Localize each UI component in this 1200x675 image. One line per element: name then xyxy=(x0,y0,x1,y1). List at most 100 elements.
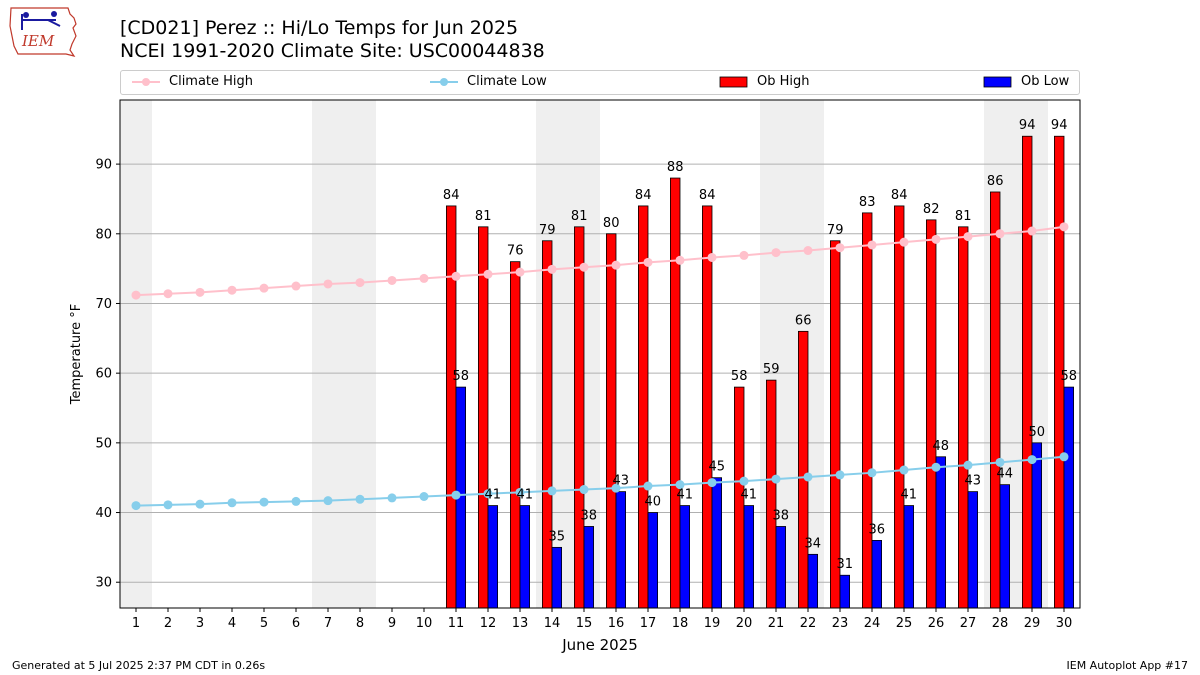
ob-low-bar xyxy=(871,540,883,609)
climate-high-point xyxy=(547,264,557,274)
ob-high-label: 86 xyxy=(987,174,1004,189)
ob-low-label: 41 xyxy=(517,488,534,503)
climate-low-point xyxy=(291,496,301,506)
ob-high-label: 84 xyxy=(891,188,908,203)
climate-high-swatch xyxy=(132,77,160,86)
legend-label-climate-low: Climate Low xyxy=(467,74,547,89)
chart-subtitle: NCEI 1991-2020 Climate Site: USC00044838 xyxy=(120,40,545,62)
climate-low-point xyxy=(675,480,685,490)
footer-app: IEM Autoplot App #17 xyxy=(1066,659,1189,672)
x-tick-label: 17 xyxy=(640,616,657,631)
ob-high-label: 81 xyxy=(955,209,972,224)
ob-low-bar xyxy=(519,505,531,609)
ob-high-bar xyxy=(926,219,937,609)
climate-high-point xyxy=(995,229,1005,239)
x-tick-label: 13 xyxy=(512,616,529,631)
climate-low-point xyxy=(451,490,461,500)
climate-lines xyxy=(131,222,1069,511)
climate-low-point xyxy=(227,498,237,508)
ob-high-label: 82 xyxy=(923,202,940,217)
x-tick-label: 5 xyxy=(260,616,268,631)
ob-high-label: 80 xyxy=(603,216,620,231)
climate-low-point xyxy=(707,478,717,488)
y-tick-label: 60 xyxy=(95,367,112,382)
climate-high-point xyxy=(675,255,685,265)
climate-low-point xyxy=(931,462,941,472)
climate-low-point xyxy=(387,493,397,503)
ob-high-label: 76 xyxy=(507,244,524,259)
climate-high-point xyxy=(163,289,173,299)
climate-low-point xyxy=(323,496,333,506)
x-tick-label: 3 xyxy=(196,616,204,631)
iem-logo: IEM xyxy=(9,7,77,57)
ob-low-label: 45 xyxy=(709,460,726,475)
climate-high-point xyxy=(515,267,525,277)
ob-high-bar xyxy=(670,177,681,609)
climate-high-point xyxy=(771,248,781,258)
ob-high-bar xyxy=(1022,135,1033,609)
legend-item-climate-low: Climate Low xyxy=(429,74,547,89)
ob-high-label: 84 xyxy=(443,188,460,203)
ob-high-swatch xyxy=(719,76,748,87)
x-tick-label: 8 xyxy=(356,616,364,631)
climate-low-point xyxy=(259,497,269,507)
logo-text: IEM xyxy=(21,32,55,50)
ob-low-bar xyxy=(647,512,659,609)
x-tick-label: 15 xyxy=(576,616,593,631)
ob-low-label: 38 xyxy=(773,508,790,523)
climate-high-point xyxy=(483,269,493,279)
x-tick-label: 9 xyxy=(388,616,396,631)
climate-low-swatch xyxy=(430,77,458,86)
y-tick-label: 40 xyxy=(95,506,112,521)
climate-high-point xyxy=(963,232,973,242)
x-tick-label: 6 xyxy=(292,616,300,631)
climate-low-point xyxy=(1027,455,1037,465)
ob-low-label: 44 xyxy=(997,467,1014,482)
x-tick-label: 26 xyxy=(928,616,945,631)
ob-high-label: 84 xyxy=(635,188,652,203)
x-tick-label: 25 xyxy=(896,616,913,631)
x-tick-label: 4 xyxy=(228,616,236,631)
climate-high-point xyxy=(899,237,909,247)
climate-low-point xyxy=(131,501,141,511)
x-tick-label: 12 xyxy=(480,616,497,631)
legend-label-ob-low: Ob Low xyxy=(1021,74,1070,89)
climate-low-point xyxy=(1059,452,1069,462)
x-tick-label: 16 xyxy=(608,616,625,631)
climate-high-point xyxy=(1027,226,1037,236)
legend-label-ob-high: Ob High xyxy=(757,74,810,89)
x-tick-label: 27 xyxy=(960,616,977,631)
ob-high-bar xyxy=(542,240,553,609)
ob-low-label: 58 xyxy=(453,369,470,384)
climate-high-point xyxy=(323,279,333,289)
x-tick-label: 11 xyxy=(448,616,465,631)
ob-high-label: 59 xyxy=(763,362,780,377)
climate-high-point xyxy=(419,273,429,283)
climate-high-point xyxy=(931,234,941,244)
legend: Climate High Climate Low Ob High Ob Low xyxy=(120,70,1080,95)
weekend-shade xyxy=(120,100,152,608)
x-axis-label: June 2025 xyxy=(561,636,638,654)
x-tick-label: 28 xyxy=(992,616,1009,631)
y-tick-label: 50 xyxy=(95,436,112,451)
ob-low-label: 36 xyxy=(869,522,886,537)
ob-high-label: 84 xyxy=(699,188,716,203)
y-tick-label: 80 xyxy=(95,227,112,242)
ob-low-bar xyxy=(1063,386,1075,609)
climate-low-point xyxy=(547,486,557,496)
x-tick-label: 21 xyxy=(768,616,785,631)
x-tick-label: 23 xyxy=(832,616,849,631)
ob-high-bar xyxy=(477,226,489,609)
climate-high-point xyxy=(355,278,365,288)
ob-high-bar xyxy=(862,212,873,609)
climate-low-point xyxy=(355,494,365,504)
x-tick-label: 18 xyxy=(672,616,689,631)
climate-low-point xyxy=(771,474,781,484)
climate-high-point xyxy=(387,275,397,285)
ob-low-bar xyxy=(967,491,979,609)
x-tick-label: 19 xyxy=(704,616,721,631)
y-axis-label: Temperature °F xyxy=(69,304,84,405)
ob-high-label: 81 xyxy=(571,209,588,224)
ob-low-bar xyxy=(775,526,787,609)
